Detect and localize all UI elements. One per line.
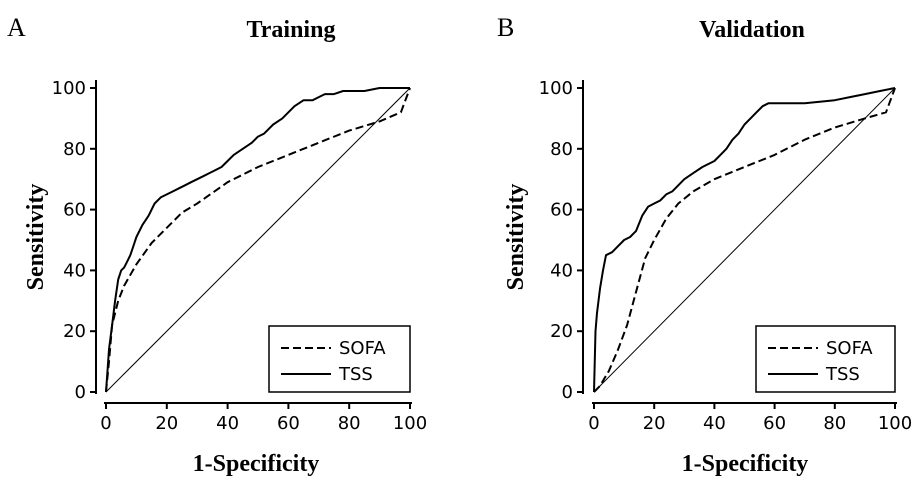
x-tick-label: 60 xyxy=(763,413,786,434)
reference-diagonal-line xyxy=(105,87,411,393)
x-tick-label: 80 xyxy=(338,413,361,434)
y-tick-label: 40 xyxy=(550,260,573,281)
legend-box xyxy=(755,325,896,393)
y-tick-label: 40 xyxy=(63,260,86,281)
x-tick-label: 100 xyxy=(393,413,427,434)
x-tick-label: 0 xyxy=(588,413,599,434)
y-tick-label: 60 xyxy=(550,200,573,221)
y-axis-label-training: Sensitivity xyxy=(23,184,49,291)
y-tick-label: 20 xyxy=(550,321,573,342)
panel-training: A Training 1-Specificity Sensitivity 0 20… xyxy=(7,13,427,477)
x-axis-label-training: 1-Specificity xyxy=(193,451,320,477)
x-tick-label: 40 xyxy=(703,413,726,434)
legend: SOFA TSS xyxy=(268,325,411,393)
legend-label-sofa: SOFA xyxy=(339,338,386,359)
chart-title-training: Training xyxy=(247,17,336,43)
series-line-tss xyxy=(105,87,410,393)
x-tick-label: 20 xyxy=(155,413,178,434)
chart-title-validation: Validation xyxy=(699,17,805,43)
x-tick-label: 80 xyxy=(823,413,846,434)
y-tick-label: 80 xyxy=(63,139,86,160)
y-tick-label: 20 xyxy=(63,321,86,342)
y-tick-label: 0 xyxy=(562,382,573,403)
panel-letter-a: A xyxy=(7,13,26,42)
y-tick-label: 100 xyxy=(52,78,86,99)
series-line-sofa xyxy=(593,87,896,393)
x-axis-label-validation: 1-Specificity xyxy=(682,451,809,477)
legend-label-tss: TSS xyxy=(825,364,860,385)
series-line-tss xyxy=(593,87,896,393)
y-tick-label: 60 xyxy=(63,200,86,221)
y-tick-label: 0 xyxy=(75,382,86,403)
legend: SOFA TSS xyxy=(755,325,896,393)
x-tick-label: 60 xyxy=(277,413,300,434)
panel-letter-b: B xyxy=(497,13,514,42)
legend-label-sofa: SOFA xyxy=(826,338,873,359)
reference-diagonal-line xyxy=(593,87,896,393)
x-tick-label: 20 xyxy=(643,413,666,434)
y-tick-label: 100 xyxy=(539,78,573,99)
legend-label-tss: TSS xyxy=(338,364,373,385)
y-tick-label: 80 xyxy=(550,139,573,160)
legend-box xyxy=(268,325,411,393)
y-axis-label-validation: Sensitivity xyxy=(503,184,529,291)
panel-validation: B Validation 1-Specificity Sensitivity 0… xyxy=(497,13,912,477)
series-line-sofa xyxy=(105,87,411,393)
x-tick-label: 0 xyxy=(100,413,111,434)
x-tick-label: 40 xyxy=(216,413,239,434)
x-tick-label: 100 xyxy=(878,413,912,434)
